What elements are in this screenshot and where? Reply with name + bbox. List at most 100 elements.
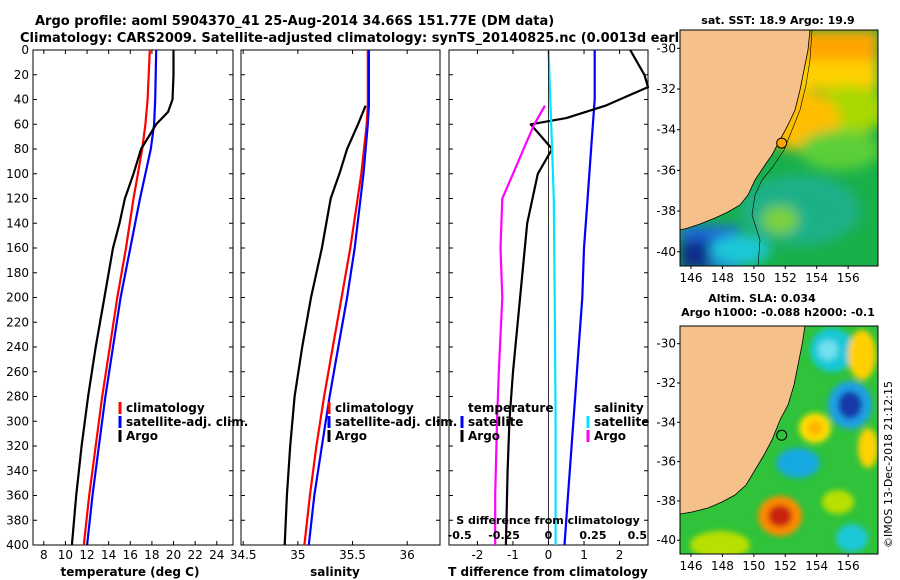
x-tick-label: 10 [58,548,73,562]
depth-tick-label: 220 [6,315,29,329]
legend-t-satellite-label: satellite [468,415,523,429]
lat-tick-label: -36 [656,163,676,177]
sst-coastline [680,30,811,231]
lon-tick-label: 154 [805,559,828,573]
lat-tick-label: -32 [656,82,676,96]
lat-tick-label: -40 [656,533,676,547]
sla-map-title-2: Argo h1000: -0.088 h2000: -0.1 [681,306,875,319]
sla-field [690,328,878,554]
t-difference-axis-label: T difference from climatology [448,565,648,579]
temperature-chart: 8 10 12 14 16 18 20 22 24 temperature (deg C) cl… [40,49,248,579]
depth-tick-label: 320 [6,439,29,453]
series-line-climatology [82,49,151,546]
lat-tick-label: -40 [656,245,676,259]
depth-tick-label: 140 [6,216,29,230]
depth-tick-label: 240 [6,340,29,354]
depth-tick-label: 180 [6,266,29,280]
legend-s-satellite-label: satellite [594,415,649,429]
s-tick-label: 0.25 [579,529,606,542]
lat-tick-label: -30 [656,41,676,55]
depth-tick-label: 0 [21,43,29,57]
x-tick-label: 36 [400,548,415,562]
lat-tick-label: -36 [656,455,676,469]
temperature-panel-frame [32,49,234,546]
temperature-axis-label: temperature (deg C) [61,565,200,579]
sst-map-title: sat. SST: 18.9 Argo: 19.9 [701,14,854,27]
series-line-satellite-adj-clim- [307,50,370,546]
lat-tick-label: -38 [656,494,676,508]
x-tick-label: 2 [616,548,624,562]
sst-lat-axis: -30 -32 -34 -36 -38 -40 [656,41,680,259]
sst-map-frame [679,29,879,267]
lon-tick-label: 148 [711,559,734,573]
lon-tick-label: 156 [837,271,860,285]
lon-tick-label: 154 [805,271,828,285]
x-tick-label: 1 [580,548,588,562]
sst-argo-marker [776,137,788,149]
legend-climatology-label: climatology [126,401,205,415]
salinity-chart: 34.5 35 35.5 36 salinity climatology satell… [230,50,457,579]
sla-lat-axis: -30 -32 -34 -36 -38 -40 [656,337,680,547]
difference-legend-temperature: temperature satellite Argo [460,401,553,443]
difference-legend-salinity: salinity satellite Argo [586,401,649,443]
sla-land [680,326,805,514]
depth-tick-label: 40 [14,93,29,107]
x-tick-label: 22 [188,548,203,562]
legend-argo-label: Argo [335,429,367,443]
depth-tick-label: 280 [6,390,29,404]
sla-map-frame [679,325,879,555]
lat-tick-label: -38 [656,204,676,218]
legend-satellite-label: satellite-adj. clim. [335,415,457,429]
s-tick-label: -0.5 [448,529,472,542]
sla-lon-axis: 146 148 150 152 154 156 [680,554,860,573]
salinity-axis-label: salinity [310,565,360,579]
sst-map [680,30,878,266]
difference-chart: -2 -1 0 1 2 -0.5 -0.25 0 0.25 0.5 S difference f… [448,49,650,579]
s-difference-axis-label: S difference from climatology [456,514,640,527]
legend-argo-label: Argo [126,429,158,443]
lon-tick-label: 150 [742,559,765,573]
x-tick-label: 34.5 [230,548,257,562]
lat-tick-label: -34 [656,123,676,137]
sst-land [680,30,810,230]
series-line-satellite-adj-clim- [86,49,158,546]
depth-tick-label: 360 [6,489,29,503]
depth-tick-label: 260 [6,365,29,379]
lon-tick-label: 150 [742,271,765,285]
x-tick-label: 8 [40,548,48,562]
sla-argo-marker [776,429,788,441]
depth-tick-label: 20 [14,68,29,82]
x-tick-label: -1 [507,548,519,562]
legend-s-argo-label: Argo [594,429,626,443]
depth-tick-label: 200 [6,291,29,305]
series-line-argo [70,50,175,546]
series-line-s-satellite [547,49,557,545]
s-tick-label: -0.25 [488,529,520,542]
x-tick-label: -2 [471,548,483,562]
series-line-argo [283,105,367,546]
lon-tick-label: 146 [680,271,703,285]
lon-tick-label: 148 [711,271,734,285]
legend-salinity-title: salinity [594,401,644,415]
depth-tick-label: 340 [6,464,29,478]
lat-tick-label: -30 [656,337,676,351]
legend-temperature-title: temperature [468,401,553,415]
depth-tick-label: 380 [6,513,29,527]
temperature-legend: climatology satellite-adj. clim. Argo [118,401,248,443]
x-tick-label: 12 [79,548,94,562]
lat-tick-label: -34 [656,415,676,429]
title-line-1: Argo profile: aoml 5904370_41 25-Aug-201… [35,14,554,29]
lon-tick-label: 156 [837,559,860,573]
lon-tick-label: 146 [680,559,703,573]
x-tick-label: 35.5 [339,548,366,562]
s-tick-label: 0 [545,529,553,542]
depth-tick-label: 300 [6,414,29,428]
salinity-legend: climatology satellite-adj. clim. Argo [327,401,457,443]
series-line-t-argo [504,49,650,546]
x-tick-label: 35 [290,548,305,562]
depth-tick-label: 120 [6,192,29,206]
legend-climatology-label: climatology [335,401,414,415]
x-tick-label: 0 [545,548,553,562]
sst-lon-axis: 146 148 150 152 154 156 [680,266,860,285]
